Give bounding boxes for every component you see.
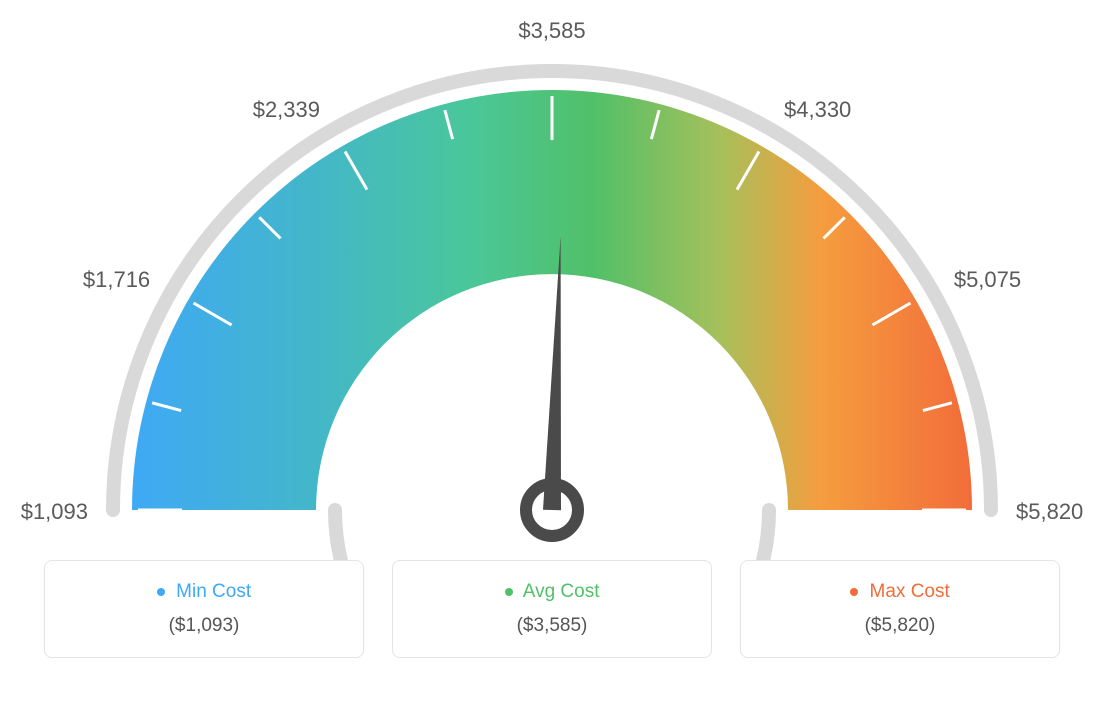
legend-label: Avg Cost [523,581,600,602]
dot-icon [850,588,858,596]
dot-icon [157,588,165,596]
legend-label: Min Cost [176,581,251,602]
legend-value-min: ($1,093) [55,615,353,637]
tick-label: $4,330 [784,97,884,123]
tick-label: $1,716 [50,267,150,293]
legend-title-avg: Avg Cost [403,581,701,603]
gauge-container: $1,093$1,716$2,339$3,585$4,330$5,075$5,8… [52,20,1052,560]
tick-label: $1,093 [0,499,88,525]
legend-title-min: Min Cost [55,581,353,603]
legend-card-min: Min Cost ($1,093) [44,560,364,658]
gauge-svg [52,20,1052,560]
legend-label: Max Cost [870,581,950,602]
legend-card-avg: Avg Cost ($3,585) [392,560,712,658]
tick-label: $2,339 [220,97,320,123]
tick-label: $5,075 [954,267,1054,293]
dot-icon [505,588,513,596]
legend-row: Min Cost ($1,093) Avg Cost ($3,585) Max … [0,560,1104,678]
tick-label: $3,585 [502,18,602,44]
legend-value-max: ($5,820) [751,615,1049,637]
legend-card-max: Max Cost ($5,820) [740,560,1060,658]
legend-title-max: Max Cost [751,581,1049,603]
gauge-needle [526,236,578,536]
tick-label: $5,820 [1016,499,1104,525]
legend-value-avg: ($3,585) [403,615,701,637]
